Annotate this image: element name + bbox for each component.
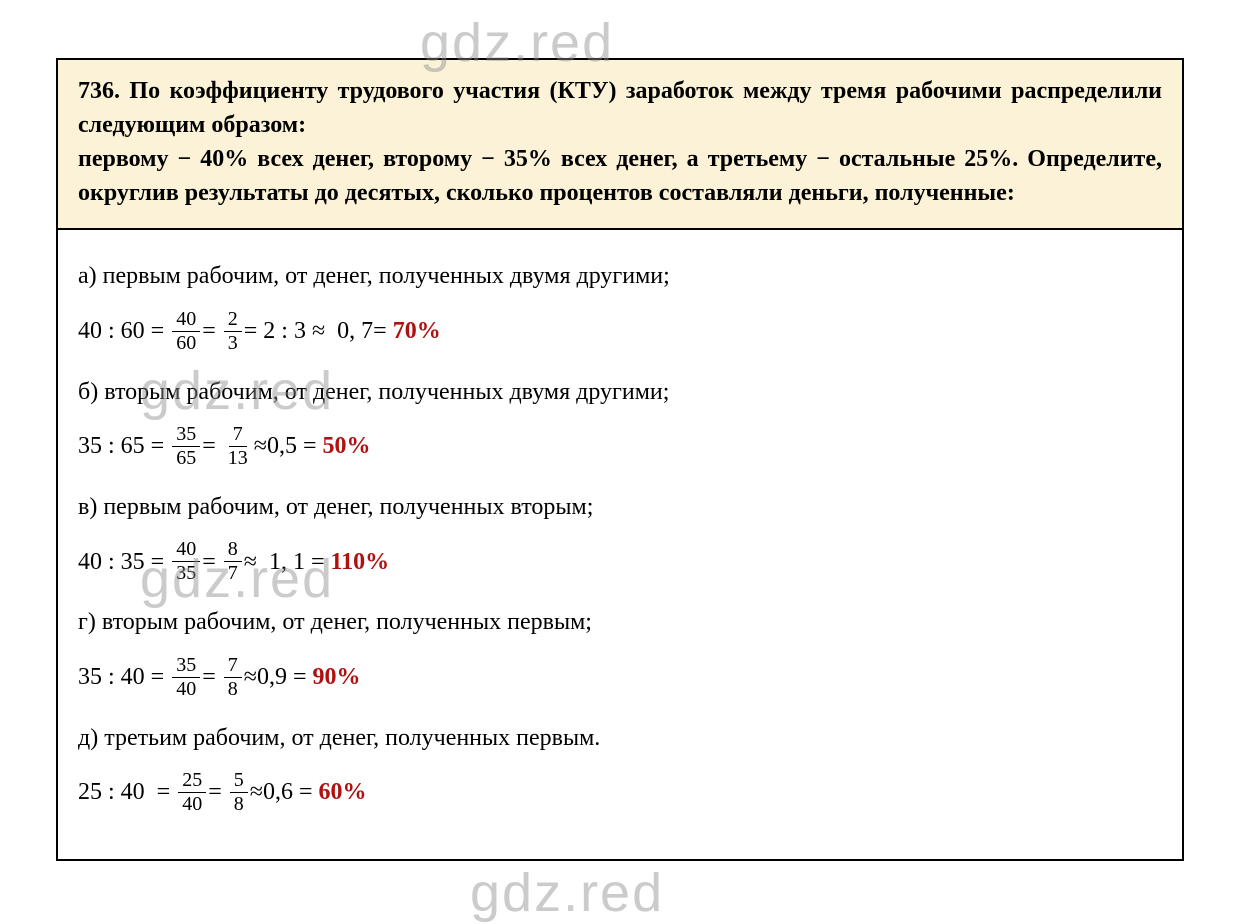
- frac2-den-a: 3: [224, 332, 242, 354]
- frac1-den-a: 60: [172, 332, 200, 354]
- frac1-c: 40 35: [172, 539, 200, 584]
- equation-b: 35 : 65 = 35 65 = 7 13 ≈0,5 = 50%: [78, 424, 1162, 469]
- frac1-num-a: 40: [172, 309, 200, 332]
- question-d: г) вторым рабочим, от денег, полученных …: [78, 606, 1162, 638]
- answer-c: 110%: [330, 548, 389, 577]
- answer-d: 90%: [312, 663, 360, 692]
- frac2-den-d: 8: [224, 678, 242, 700]
- tail-e: ≈0,6 =: [250, 778, 319, 807]
- frac2-den-c: 7: [224, 562, 242, 584]
- question-text-c: первым рабочим, от денег, полученных вто…: [103, 494, 593, 520]
- frac1-den-d: 40: [172, 678, 200, 700]
- tail-c: ≈ 1, 1 =: [244, 548, 331, 577]
- question-c: в) первым рабочим, от денег, полученных …: [78, 491, 1162, 523]
- frac2-d: 7 8: [224, 655, 242, 700]
- frac2-num-c: 8: [224, 539, 242, 562]
- frac2-num-e: 5: [230, 770, 248, 793]
- frac1-den-b: 65: [172, 447, 200, 469]
- problem-text-1: По коэффициенту трудового участия (КТУ) …: [78, 78, 1162, 138]
- frac1-den-c: 35: [172, 562, 200, 584]
- frac2-a: 2 3: [224, 309, 242, 354]
- question-text-e: третьим рабочим, от денег, полученных пе…: [104, 725, 600, 751]
- frac1-den-e: 40: [178, 793, 206, 815]
- frac2-den-b: 13: [224, 447, 252, 469]
- lhs-b: 35 : 65: [78, 432, 145, 461]
- frac1-num-b: 35: [172, 424, 200, 447]
- question-b: б) вторым рабочим, от денег, полученных …: [78, 376, 1162, 408]
- frac2-den-e: 8: [230, 793, 248, 815]
- frac1-num-d: 35: [172, 655, 200, 678]
- equation-a: 40 : 60 = 40 60 = 2 3 = 2 : 3 ≈ 0, 7= 70…: [78, 309, 1162, 354]
- question-text-a: первым рабочим, от денег, полученных дву…: [103, 263, 670, 289]
- frac1-e: 25 40: [178, 770, 206, 815]
- question-text-d: вторым рабочим, от денег, полученных пер…: [102, 609, 592, 635]
- tail-d: ≈0,9 =: [244, 663, 313, 692]
- exercise-box: 736. По коэффициенту трудового участия (…: [56, 58, 1184, 861]
- frac1-a: 40 60: [172, 309, 200, 354]
- label-e: д): [78, 725, 98, 751]
- lhs-e: 25 : 40: [78, 778, 151, 807]
- frac1-b: 35 65: [172, 424, 200, 469]
- problem-statement: 736. По коэффициенту трудового участия (…: [58, 60, 1182, 230]
- frac2-num-b: 7: [229, 424, 247, 447]
- page-root: 736. По коэффициенту трудового участия (…: [0, 0, 1242, 908]
- question-a: а) первым рабочим, от денег, полученных …: [78, 260, 1162, 292]
- tail-b: ≈0,5 =: [254, 432, 323, 461]
- question-e: д) третьим рабочим, от денег, полученных…: [78, 722, 1162, 754]
- label-b: б): [78, 379, 98, 405]
- frac2-num-d: 7: [224, 655, 242, 678]
- answer-a: 70%: [393, 317, 441, 346]
- question-text-b: вторым рабочим, от денег, полученных дву…: [104, 379, 669, 405]
- label-c: в): [78, 494, 97, 520]
- equation-d: 35 : 40 = 35 40 = 7 8 ≈0,9 = 90%: [78, 655, 1162, 700]
- frac2-b: 7 13: [224, 424, 252, 469]
- tail-a: = 2 : 3 ≈ 0, 7=: [244, 317, 393, 346]
- lhs-c: 40 : 35: [78, 548, 145, 577]
- lhs-a: 40 : 60: [78, 317, 145, 346]
- label-d: г): [78, 609, 96, 635]
- problem-text-2: первому − 40% всех денег, второму − 35% …: [78, 146, 1162, 206]
- frac2-c: 8 7: [224, 539, 242, 584]
- answer-e: 60%: [318, 778, 366, 807]
- problem-number: 736.: [78, 78, 120, 104]
- frac1-d: 35 40: [172, 655, 200, 700]
- label-a: а): [78, 263, 97, 289]
- answer-b: 50%: [322, 432, 370, 461]
- frac2-e: 5 8: [230, 770, 248, 815]
- equation-e: 25 : 40 = 25 40 = 5 8 ≈0,6 = 60%: [78, 770, 1162, 815]
- frac1-num-c: 40: [172, 539, 200, 562]
- solutions-block: а) первым рабочим, от денег, полученных …: [58, 230, 1182, 859]
- frac1-num-e: 25: [178, 770, 206, 793]
- equation-c: 40 : 35 = 40 35 = 8 7 ≈ 1, 1 = 110%: [78, 539, 1162, 584]
- lhs-d: 35 : 40: [78, 663, 145, 692]
- watermark-4: gdz.red: [470, 862, 664, 924]
- frac2-num-a: 2: [224, 309, 242, 332]
